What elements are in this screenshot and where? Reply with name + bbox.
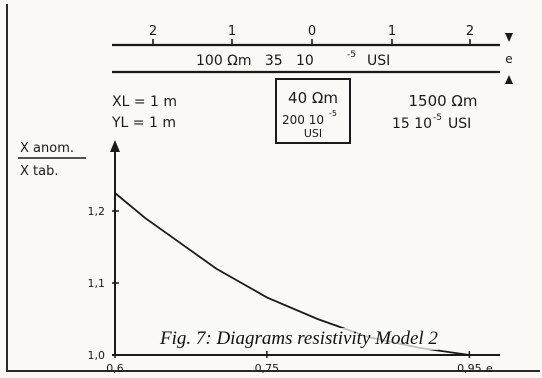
scale-ticks <box>152 39 471 45</box>
param-xl: XL = 1 m <box>112 94 177 110</box>
ylabel-denominator: X tab. <box>20 164 59 179</box>
frame-bottom-border <box>6 370 540 372</box>
x-tick-label: 0,95 <box>457 362 482 375</box>
y-tick-label: 1,0 <box>88 349 106 362</box>
scale-tick-label: 0 <box>308 24 316 39</box>
right-susceptibility: 15 10 <box>392 116 432 132</box>
figure-caption: Fig. 7: Diagrams resistivity Model 2 <box>160 328 438 350</box>
right-resistivity: 1500 Ωm <box>408 92 477 110</box>
x-tick-label: 0,6 <box>106 362 124 375</box>
x-tick-label: 0,75 <box>255 362 280 375</box>
x-ticks: 0,6 0,75 0,95 <box>106 351 482 375</box>
scale-label-exponent: -5 <box>347 50 356 60</box>
scale-axis-label: e <box>505 52 512 66</box>
box-susceptibility-unit: USI <box>304 127 322 140</box>
scale-tick-label: 2 <box>466 24 474 39</box>
scale-tick-label: 1 <box>228 24 236 39</box>
right-susceptibility-unit: USI <box>448 116 471 132</box>
y-tick-label: 1,2 <box>88 205 106 218</box>
arrow-up-icon <box>505 75 513 84</box>
arrow-down-icon <box>505 33 513 42</box>
frame-left-border <box>6 4 8 372</box>
param-yl: YL = 1 m <box>111 115 176 131</box>
model-box <box>275 78 351 144</box>
ylabel-numerator: X anom. <box>20 141 74 156</box>
scale-tick-label: 1 <box>388 24 396 39</box>
scale-label-unit: USI <box>367 53 390 69</box>
y-axis-arrow-icon <box>110 140 120 152</box>
box-resistivity: 40 Ωm <box>288 89 338 107</box>
scale-tick-label: 2 <box>149 24 157 39</box>
right-susceptibility-exponent: -5 <box>433 113 442 123</box>
y-tick-label: 1,1 <box>88 277 106 290</box>
scale-label: 100 Ωm 35 10 <box>196 53 314 69</box>
box-susceptibility-exponent: -5 <box>329 109 337 118</box>
y-ticks: 1,0 1,1 1,2 <box>88 205 119 362</box>
xlabel: e <box>486 362 493 375</box>
box-susceptibility: 200 10 <box>282 113 324 127</box>
